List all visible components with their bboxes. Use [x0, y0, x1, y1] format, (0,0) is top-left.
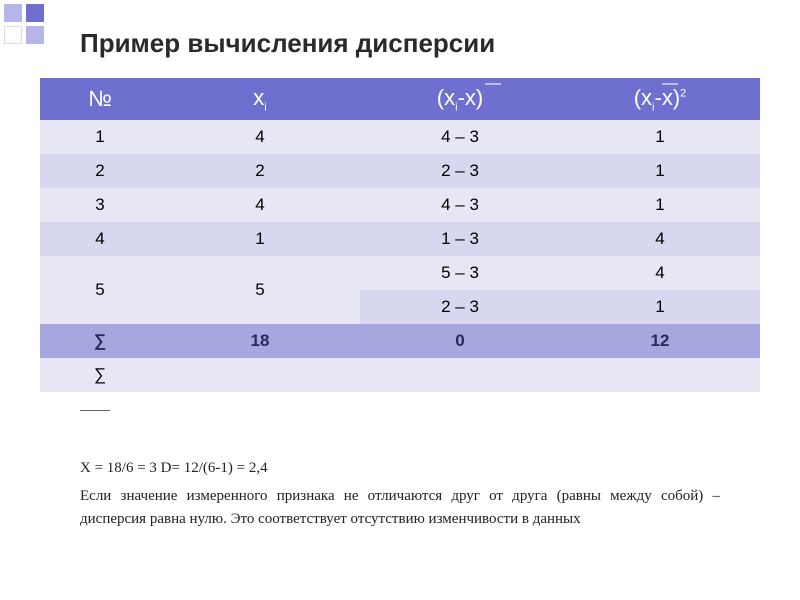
- deco-square: [26, 4, 44, 22]
- explanation-text: Если значение измеренного признака не от…: [80, 485, 720, 530]
- table-cell: 4: [560, 256, 760, 290]
- table-cell: 1: [560, 154, 760, 188]
- sum-row: ∑18012: [40, 324, 760, 358]
- table-row: 144 – 31: [40, 120, 760, 154]
- sum-cell: ∑: [40, 324, 160, 358]
- deco-square: [26, 26, 44, 44]
- col-header-diff: (xi-x): [360, 78, 560, 120]
- table-cell: 1: [560, 188, 760, 222]
- table-cell: 5: [160, 256, 360, 324]
- table-row: 344 – 31: [40, 188, 760, 222]
- table-cell: 4: [40, 222, 160, 256]
- col-header-sq: (xi-x)2: [560, 78, 760, 120]
- table-cell: 2: [40, 154, 160, 188]
- table-cell: 2 – 3: [360, 154, 560, 188]
- page-title: Пример вычисления дисперсии: [80, 28, 495, 59]
- col-header-n: №: [40, 78, 160, 120]
- x-bar-overline: ―: [485, 75, 501, 93]
- table-cell: 4 – 3: [360, 120, 560, 154]
- table-cell: 1: [560, 120, 760, 154]
- table-row: 555 – 34: [40, 256, 760, 290]
- table-cell: 4 – 3: [360, 188, 560, 222]
- table-row: 411 – 34: [40, 222, 760, 256]
- hr-mark: [80, 410, 110, 411]
- sum-cell: 12: [560, 324, 760, 358]
- table-cell: 2 – 3: [360, 290, 560, 324]
- table-cell: [360, 358, 560, 392]
- sum-cell: 18: [160, 324, 360, 358]
- table-cell: 3: [40, 188, 160, 222]
- table-cell: [560, 358, 760, 392]
- deco-square: [4, 4, 22, 22]
- table-cell: 2: [160, 154, 360, 188]
- table-cell: 4: [560, 222, 760, 256]
- table-cell: 1: [160, 222, 360, 256]
- deco-square: [4, 26, 22, 44]
- table-cell: 4: [160, 120, 360, 154]
- sum-cell: 0: [360, 324, 560, 358]
- x-bar-overline: ―: [662, 75, 678, 93]
- table-cell: ∑: [40, 358, 160, 392]
- corner-decoration: [4, 4, 44, 44]
- table-cell: 4: [160, 188, 360, 222]
- blank-row: ∑: [40, 358, 760, 392]
- table-cell: [160, 358, 360, 392]
- table-row: 222 – 31: [40, 154, 760, 188]
- table-cell: 5: [40, 256, 160, 324]
- table-cell: 5 – 3: [360, 256, 560, 290]
- col-header-x: xi: [160, 78, 360, 120]
- calc-line: X = 18/6 = 3 D= 12/(6-1) = 2,4: [80, 460, 720, 477]
- table-cell: 1 – 3: [360, 222, 560, 256]
- table-cell: 1: [560, 290, 760, 324]
- variance-table: № xi (xi-x) (xi-x)2 144 – 31222 – 31344 …: [40, 78, 760, 392]
- table-cell: 1: [40, 120, 160, 154]
